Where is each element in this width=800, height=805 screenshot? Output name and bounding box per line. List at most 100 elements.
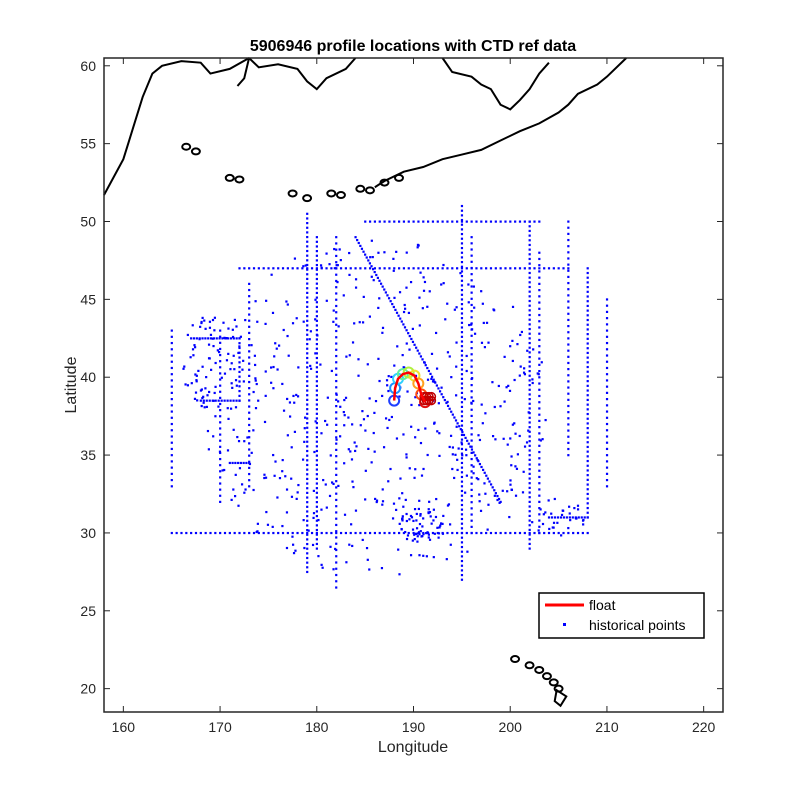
historical-point bbox=[567, 380, 570, 383]
historical-point bbox=[528, 393, 531, 396]
historical-point bbox=[485, 220, 488, 223]
historical-point bbox=[294, 549, 297, 552]
historical-point bbox=[335, 267, 338, 270]
historical-point bbox=[393, 220, 396, 223]
historical-point bbox=[411, 327, 414, 330]
historical-point bbox=[538, 382, 541, 385]
historical-point bbox=[414, 468, 417, 471]
historical-point bbox=[460, 228, 464, 231]
historical-point bbox=[403, 366, 406, 369]
x-tick-label: 170 bbox=[208, 719, 232, 735]
historical-point bbox=[526, 349, 529, 352]
historical-point bbox=[235, 325, 238, 328]
historical-point bbox=[335, 555, 338, 558]
historical-point bbox=[335, 336, 338, 339]
historical-point bbox=[528, 407, 531, 410]
historical-point bbox=[236, 435, 239, 439]
historical-point bbox=[281, 524, 284, 528]
historical-point bbox=[373, 220, 377, 223]
historical-point bbox=[586, 370, 589, 373]
historical-point bbox=[348, 543, 351, 546]
historical-point bbox=[373, 411, 376, 415]
historical-point bbox=[219, 372, 222, 375]
historical-point bbox=[315, 505, 318, 508]
historical-point bbox=[350, 458, 354, 461]
historical-point bbox=[315, 375, 318, 378]
historical-point bbox=[234, 379, 238, 382]
historical-point bbox=[451, 531, 454, 535]
historical-point bbox=[586, 531, 589, 535]
historical-point bbox=[528, 248, 531, 251]
historical-point bbox=[556, 516, 560, 519]
historical-point bbox=[484, 412, 487, 415]
historical-point bbox=[238, 375, 241, 378]
historical-point bbox=[460, 223, 464, 226]
historical-point bbox=[528, 267, 531, 270]
historical-point bbox=[533, 267, 536, 270]
historical-point bbox=[218, 450, 222, 453]
historical-point bbox=[335, 492, 338, 495]
island bbox=[224, 173, 235, 182]
historical-point bbox=[256, 522, 259, 525]
historical-point bbox=[460, 536, 464, 539]
historical-point bbox=[354, 449, 357, 453]
historical-point bbox=[314, 298, 317, 301]
historical-point bbox=[219, 464, 222, 467]
historical-point bbox=[605, 379, 609, 382]
historical-point bbox=[315, 347, 318, 350]
historical-point bbox=[547, 516, 551, 519]
historical-point bbox=[364, 469, 367, 472]
historical-point bbox=[315, 361, 318, 364]
historical-point bbox=[248, 393, 251, 396]
historical-point bbox=[586, 333, 589, 336]
historical-point bbox=[238, 385, 241, 388]
historical-point bbox=[248, 479, 251, 482]
historical-point bbox=[315, 547, 318, 550]
historical-point bbox=[264, 394, 267, 397]
historical-point bbox=[407, 531, 410, 535]
historical-point bbox=[516, 343, 519, 346]
historical-point bbox=[399, 317, 402, 320]
historical-point bbox=[538, 376, 541, 379]
historical-point bbox=[239, 461, 242, 465]
historical-point bbox=[494, 438, 497, 441]
historical-point bbox=[360, 247, 364, 250]
historical-point bbox=[238, 394, 241, 397]
historical-point bbox=[528, 327, 531, 331]
historical-point bbox=[285, 546, 289, 550]
historical-point bbox=[354, 531, 357, 535]
historical-point bbox=[315, 496, 318, 499]
historical-point bbox=[460, 204, 464, 208]
historical-point bbox=[567, 267, 570, 270]
historical-point bbox=[306, 305, 309, 308]
historical-point bbox=[441, 267, 444, 270]
historical-point bbox=[218, 350, 221, 354]
historical-point bbox=[605, 410, 609, 413]
historical-point bbox=[427, 267, 430, 270]
historical-point bbox=[528, 281, 531, 284]
historical-point bbox=[460, 522, 464, 525]
legend-box bbox=[538, 592, 705, 639]
historical-point bbox=[273, 355, 276, 358]
historical-point bbox=[460, 331, 464, 334]
historical-point bbox=[405, 537, 409, 541]
historical-point bbox=[309, 367, 313, 370]
historical-point bbox=[335, 242, 338, 245]
historical-point bbox=[465, 354, 468, 358]
coastline bbox=[441, 57, 550, 111]
historical-point bbox=[424, 364, 427, 367]
historical-point bbox=[553, 516, 557, 519]
historical-point bbox=[286, 434, 289, 437]
historical-point bbox=[170, 398, 173, 401]
historical-point bbox=[191, 348, 195, 351]
historical-point bbox=[233, 495, 237, 498]
historical-point bbox=[509, 479, 512, 482]
historical-point bbox=[436, 220, 439, 223]
historical-point bbox=[470, 359, 473, 362]
historical-point bbox=[451, 446, 455, 449]
historical-point bbox=[518, 220, 522, 223]
historical-point bbox=[567, 454, 570, 457]
historical-point bbox=[514, 267, 517, 270]
historical-point bbox=[523, 367, 526, 370]
historical-point bbox=[427, 511, 430, 515]
